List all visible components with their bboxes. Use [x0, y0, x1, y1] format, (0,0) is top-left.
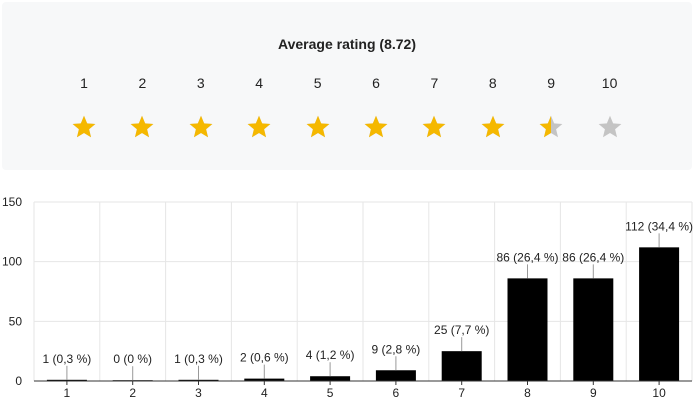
star-rating-label: 6	[372, 75, 380, 91]
data-label: 4 (1,2 %)	[306, 348, 355, 362]
star-icon	[189, 115, 213, 138]
data-label: 112 (34,4 %)	[625, 219, 693, 233]
star-rating-item-6: 6	[356, 74, 396, 140]
rating-distribution-chart: 0 50 100 150 1 (0,3 %) 1 0 (0 %) 2 1 (0,3 %) 3 2 (…	[2, 195, 693, 400]
bar-7	[441, 351, 482, 381]
star-rating-label: 2	[138, 75, 147, 91]
data-label: 1 (0,3 %)	[43, 352, 92, 366]
average-rating-title: Average rating (8.72)	[278, 36, 416, 52]
x-tick-label: 4	[261, 386, 268, 400]
star-rating-label: 4	[255, 75, 264, 91]
star-rating-item-9: 9	[531, 74, 571, 140]
y-tick-label: 50	[9, 314, 23, 328]
bar-9	[573, 278, 614, 381]
star-rating-label: 1	[80, 75, 88, 91]
bar-4	[244, 378, 285, 381]
x-tick-label: 9	[590, 386, 597, 400]
star-rating-item-7: 7	[414, 74, 454, 140]
star-rating-item-10: 10	[590, 74, 630, 140]
y-tick-label: 100	[2, 255, 22, 269]
x-tick-label: 5	[327, 386, 334, 400]
bar-1	[46, 379, 87, 381]
y-tick-label: 0	[15, 374, 22, 388]
x-tick-label: 1	[64, 386, 71, 400]
star-rating-item-3: 3	[181, 74, 221, 140]
star-rating-item-5: 5	[298, 74, 338, 140]
star-icon	[539, 115, 563, 138]
data-label: 86 (26,4 %)	[562, 250, 624, 264]
average-rating-panel: Average rating (8.72) 1 2 3 4 5 6 7 8 9 10	[2, 2, 692, 170]
star-rating-label: 3	[196, 75, 205, 91]
bar-6	[375, 370, 416, 381]
star-icon	[72, 115, 96, 138]
star-icon	[364, 115, 388, 138]
star-icon	[598, 115, 621, 138]
star-rating-item-1: 1	[64, 74, 104, 140]
star-rating-label: 9	[547, 75, 556, 91]
star-icon	[481, 115, 505, 138]
x-tick-label: 10	[652, 386, 666, 400]
data-label: 1 (0,3 %)	[174, 352, 223, 366]
y-tick-label: 150	[2, 195, 22, 209]
data-label: 0 (0 %)	[113, 352, 152, 366]
star-rating-item-4: 4	[239, 74, 279, 140]
x-tick-label: 8	[524, 386, 531, 400]
data-label: 86 (26,4 %)	[496, 250, 558, 264]
star-rating-label: 7	[430, 75, 439, 91]
bar-10	[639, 247, 680, 381]
data-label: 2 (0,6 %)	[240, 351, 289, 365]
bar-5	[310, 376, 351, 381]
data-label: 25 (7,7 %)	[434, 323, 489, 337]
star-rating-label: 8	[488, 75, 497, 91]
x-tick-label: 3	[195, 386, 202, 400]
bar-8	[507, 278, 548, 381]
x-tick-label: 6	[393, 386, 400, 400]
star-icon	[423, 115, 446, 138]
star-icon	[131, 115, 154, 138]
bar-3	[178, 379, 219, 381]
star-rating-item-2: 2	[122, 74, 162, 140]
x-tick-label: 7	[458, 386, 465, 400]
star-rating-label: 10	[601, 75, 618, 91]
star-rating-item-8: 8	[473, 74, 513, 140]
star-icon	[247, 115, 271, 138]
data-label: 9 (2,8 %)	[372, 342, 421, 356]
star-icon	[306, 115, 329, 138]
x-tick-label: 2	[129, 386, 136, 400]
star-rating-label: 5	[313, 75, 322, 91]
